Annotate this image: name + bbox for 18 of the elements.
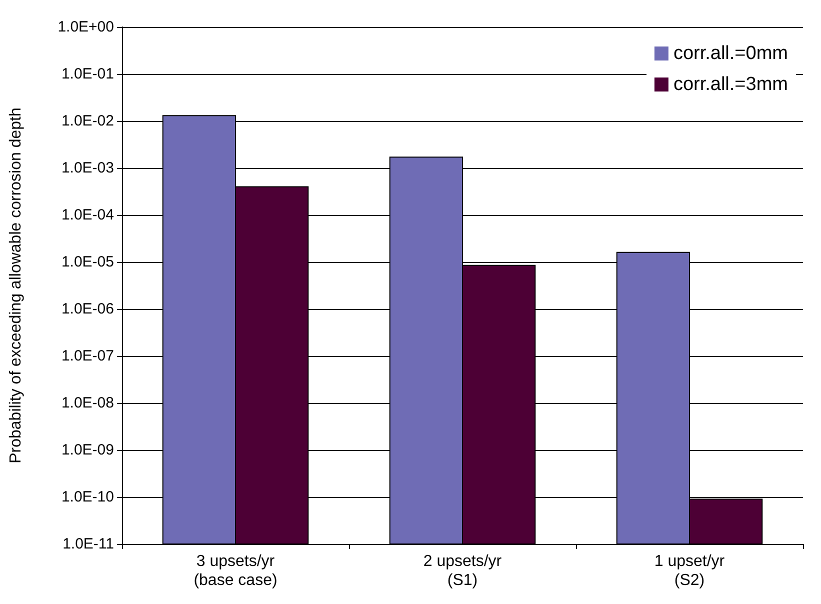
y-tick-label: 1.0E-11 bbox=[62, 536, 114, 552]
y-tick-label: 1.0E-09 bbox=[61, 442, 114, 458]
y-tick-label: 1.0E-01 bbox=[61, 66, 114, 82]
y-tick-label: 1.0E-08 bbox=[61, 394, 114, 412]
x-tick-label: 1 upset/yr (S2) bbox=[654, 553, 726, 589]
legend-label: corr.all.=0mm bbox=[673, 43, 788, 64]
x-tick-label: 2 upsets/yr (S1) bbox=[423, 553, 502, 589]
y-tick-label: 1.0E-02 bbox=[61, 112, 114, 130]
x-tick-label: 3 upsets/yr (base case) bbox=[194, 553, 278, 589]
y-axis-title: Probability of exceeding allowable corrosion depth bbox=[8, 108, 24, 464]
y-tick-label: 1.0E-06 bbox=[61, 300, 114, 318]
y-tick-label: 1.0E-04 bbox=[61, 206, 114, 224]
y-tick-label: 1.0E+00 bbox=[58, 18, 114, 36]
legend-label: corr.all.=3mm bbox=[673, 74, 788, 95]
y-tick-label: 1.0E-07 bbox=[61, 348, 114, 364]
y-tick-label: 1.0E-03 bbox=[61, 160, 114, 176]
y-tick-label: 1.0E-05 bbox=[61, 254, 114, 270]
y-tick-label: 1.0E-10 bbox=[61, 488, 114, 506]
